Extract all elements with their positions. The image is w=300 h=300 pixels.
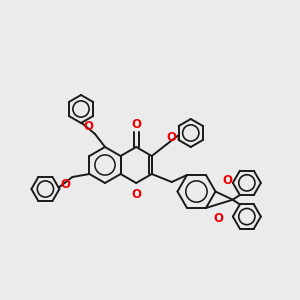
Text: O: O [213, 212, 223, 225]
Text: O: O [60, 178, 70, 191]
Text: O: O [131, 188, 141, 201]
Text: O: O [131, 118, 141, 131]
Text: O: O [83, 120, 93, 133]
Text: O: O [167, 131, 177, 144]
Text: O: O [223, 175, 232, 188]
